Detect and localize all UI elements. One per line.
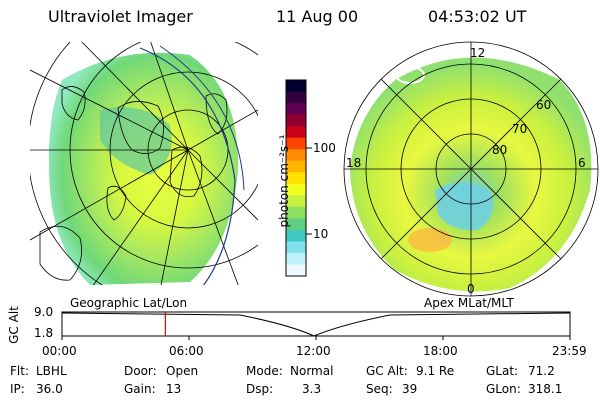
- colorbar-tick-label-100: 100: [313, 141, 336, 155]
- info-glon-value: 318.1: [528, 382, 563, 396]
- info-door-value: Open: [166, 364, 199, 378]
- timeline-y-tick-bottom: 1.8: [34, 326, 54, 340]
- timeline-y-label: GC Alt: [7, 306, 21, 344]
- colorbar-band: [286, 172, 306, 185]
- colorbar-band: [286, 183, 306, 196]
- info-gain-value: 13: [166, 382, 182, 396]
- mlt-label-noon: 12: [470, 46, 486, 60]
- mlat-label-70: 70: [512, 122, 528, 136]
- timeline-x-ticks: [61, 336, 571, 340]
- geographic-image: [30, 42, 258, 285]
- info-mode-value: Normal: [290, 364, 334, 378]
- coastlines: [39, 86, 228, 281]
- colorbar-band: [286, 252, 306, 266]
- mlat-label-80: 80: [492, 143, 508, 157]
- colorbar-band: [286, 195, 306, 208]
- info-glon-label: GLon:: [486, 382, 521, 396]
- geographic-caption: Geographic Lat/Lon: [70, 296, 188, 310]
- timeline-x-tick-0600: 06:00: [169, 344, 204, 358]
- colorbar-frame: [285, 79, 307, 277]
- timeline-x-tick-1200: 12:00: [296, 344, 331, 358]
- page-title: Ultraviolet Imager: [48, 7, 193, 26]
- colorbar-label: photon cm⁻²s⁻¹: [277, 134, 291, 228]
- timeline-x-tick-2359: 23:59: [552, 344, 587, 358]
- colorbar-band: [286, 126, 306, 139]
- polar-grid: [343, 41, 599, 297]
- info-door-label: Door:: [124, 364, 157, 378]
- colorbar-band: [286, 206, 306, 219]
- colorbar-band: [286, 80, 306, 93]
- mlt-label-dusk: 18: [346, 156, 362, 170]
- colorbar-band: [286, 149, 306, 162]
- info-dsp-label: Dsp:: [246, 382, 274, 396]
- colorbar-band: [286, 229, 306, 243]
- timeline-x-tick-1800: 18:00: [423, 344, 458, 358]
- observation-time: 04:53:02 UT: [428, 7, 527, 26]
- info-filter-value: LBHL: [36, 364, 67, 378]
- colorbar: [286, 80, 306, 277]
- geographic-grid: [30, 42, 258, 285]
- info-ip-value: 36.0: [36, 382, 63, 396]
- info-seq-label: Seq:: [366, 382, 393, 396]
- info-gcalt-label: GC Alt:: [366, 364, 408, 378]
- info-glat-label: GLat:: [486, 364, 519, 378]
- colorbar-band: [286, 241, 306, 254]
- observation-date: 11 Aug 00: [276, 7, 359, 26]
- polar-cap-dim: [435, 182, 494, 231]
- colorbar-tick-label-10: 10: [313, 227, 329, 241]
- info-gcalt-value: 9.1 Re: [416, 364, 455, 378]
- info-filter-label: Flt:: [10, 364, 29, 378]
- colorbar-band: [286, 218, 306, 231]
- timeline-x-tick-0000: 00:00: [42, 344, 77, 358]
- timeline-frame: [61, 311, 571, 337]
- info-seq-value: 39: [402, 382, 418, 396]
- polar-caption: Apex MLat/MLT: [424, 296, 514, 310]
- mlt-label-dawn: 6: [578, 156, 586, 170]
- info-dsp-value: 3.3: [302, 382, 322, 396]
- info-glat-value: 71.2: [528, 364, 555, 378]
- altitude-curve: [61, 312, 571, 337]
- colorbar-band: [286, 264, 306, 277]
- info-ip-label: IP:: [10, 382, 25, 396]
- info-mode-label: Mode:: [246, 364, 283, 378]
- colorbar-band: [286, 103, 306, 116]
- colorbar-band: [286, 160, 306, 173]
- colorbar-band: [286, 114, 306, 127]
- mlt-label-midnight: 0: [467, 282, 475, 296]
- dim-region: [100, 107, 172, 175]
- info-gain-label: Gain:: [124, 382, 156, 396]
- timeline-y-tick-top: 9.0: [34, 305, 54, 319]
- earth-limb-edge: [139, 47, 236, 285]
- colorbar-band: [286, 91, 306, 104]
- mlat-label-60: 60: [536, 98, 552, 112]
- colorbar-band: [286, 137, 306, 150]
